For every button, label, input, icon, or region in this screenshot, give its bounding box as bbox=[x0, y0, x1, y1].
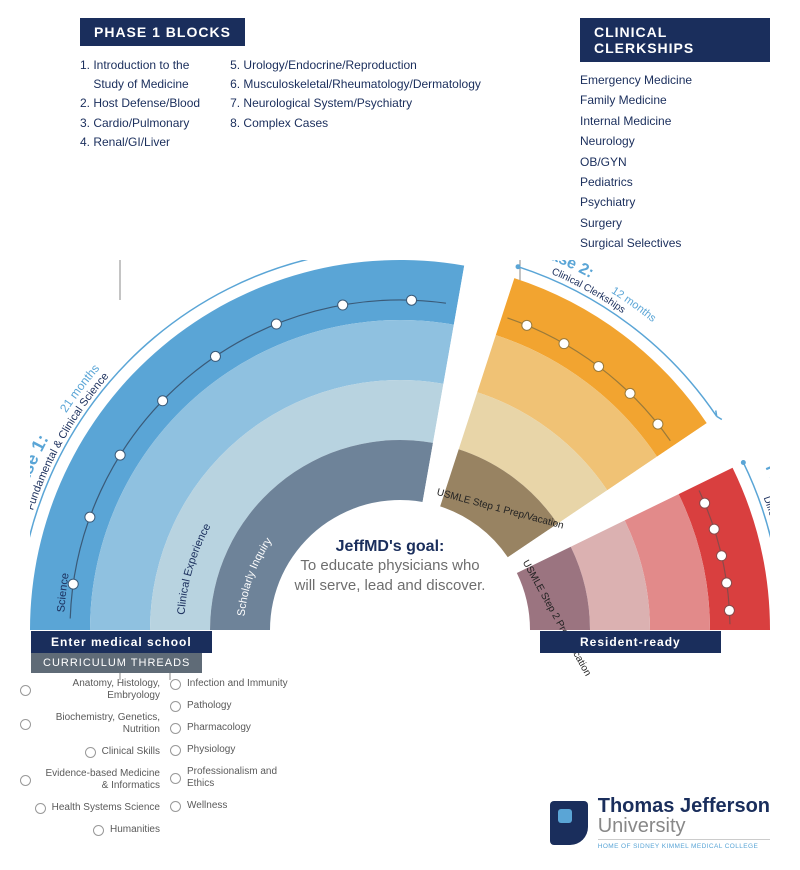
circle-icon bbox=[170, 679, 181, 690]
threads-header: CURRICULUM THREADS bbox=[31, 653, 202, 673]
clerkship-item: Pediatrics bbox=[580, 172, 770, 192]
block-item: 6. Musculoskeletal/Rheumatology/Dermatol… bbox=[230, 75, 481, 94]
thread-item: Physiology bbox=[170, 744, 290, 756]
resident-label: Resident-ready bbox=[540, 631, 721, 653]
thread-item: Infection and Immunity bbox=[170, 678, 290, 690]
circle-icon bbox=[85, 747, 96, 758]
phase1-blocks-left: 1. Introduction to the Study of Medicine… bbox=[80, 56, 200, 152]
thread-item: Pathology bbox=[170, 700, 290, 712]
clerkship-item: OB/GYN bbox=[580, 152, 770, 172]
thread-item: Pharmacology bbox=[170, 722, 290, 734]
circle-icon bbox=[170, 701, 181, 712]
block-item: 3. Cardio/Pulmonary bbox=[80, 114, 200, 133]
clerkship-item: Internal Medicine bbox=[580, 111, 770, 131]
block-item: 7. Neurological System/Psychiatry bbox=[230, 94, 481, 113]
thread-item: Humanities bbox=[93, 824, 160, 836]
circle-icon bbox=[170, 723, 181, 734]
block-item: 8. Complex Cases bbox=[230, 114, 481, 133]
thread-item: Biochemistry, Genetics, Nutrition bbox=[20, 712, 160, 736]
clerkship-item: Neurology bbox=[580, 131, 770, 151]
threads-section: Anatomy, Histology, Embryology Biochemist… bbox=[20, 678, 300, 836]
goal-body: To educate physicians who will serve, le… bbox=[290, 556, 490, 595]
clerkship-item: Emergency Medicine bbox=[580, 70, 770, 90]
circle-icon bbox=[170, 745, 181, 756]
circle-icon bbox=[170, 773, 181, 784]
circle-icon bbox=[20, 685, 31, 696]
logo-mark-icon bbox=[550, 801, 588, 845]
clerkship-item: Surgical Selectives bbox=[580, 233, 770, 253]
clerkships-box: CLINICAL CLERKSHIPS Emergency MedicineFa… bbox=[580, 18, 770, 254]
thread-item: Professionalism and Ethics bbox=[170, 766, 290, 790]
svg-text:Differentiation: Differentiation bbox=[761, 495, 770, 558]
thread-item: Evidence-based Medicine & Informatics bbox=[20, 768, 160, 792]
logo-line3: HOME OF SIDNEY KIMMEL MEDICAL COLLEGE bbox=[598, 839, 770, 850]
clerkship-item: Family Medicine bbox=[580, 90, 770, 110]
clerkship-item: Psychiatry bbox=[580, 192, 770, 212]
block-item: 4. Renal/GI/Liver bbox=[80, 133, 200, 152]
phase1-blocks-box: PHASE 1 BLOCKS 1. Introduction to the St… bbox=[80, 18, 540, 254]
clerkships-header: CLINICAL CLERKSHIPS bbox=[580, 18, 770, 62]
phase1-blocks-right: 5. Urology/Endocrine/Reproduction6. Musc… bbox=[230, 56, 481, 152]
circle-icon bbox=[170, 801, 181, 812]
center-goal: JeffMD's goal: To educate physicians who… bbox=[290, 538, 490, 595]
circle-icon bbox=[20, 775, 31, 786]
enter-label: Enter medical school bbox=[31, 631, 212, 653]
footer-right: Resident-ready bbox=[540, 631, 721, 653]
thread-item: Wellness bbox=[170, 800, 290, 812]
circle-icon bbox=[93, 825, 104, 836]
thread-item: Clinical Skills bbox=[85, 746, 160, 758]
clerkships-list: Emergency MedicineFamily MedicineInterna… bbox=[580, 70, 770, 254]
footer-left: Enter medical school CURRICULUM THREADS bbox=[31, 631, 212, 673]
clerkship-item: Surgery bbox=[580, 213, 770, 233]
block-item: 2. Host Defense/Blood bbox=[80, 94, 200, 113]
thread-item: Anatomy, Histology, Embryology bbox=[20, 678, 160, 702]
circle-icon bbox=[20, 719, 31, 730]
tju-logo: Thomas Jefferson University HOME OF SIDN… bbox=[550, 796, 770, 850]
circle-icon bbox=[35, 803, 46, 814]
thread-item: Health Systems Science bbox=[35, 802, 160, 814]
block-item: 1. Introduction to the Study of Medicine bbox=[80, 56, 200, 94]
logo-line1: Thomas Jefferson bbox=[598, 796, 770, 816]
block-item: 5. Urology/Endocrine/Reproduction bbox=[230, 56, 481, 75]
top-section: PHASE 1 BLOCKS 1. Introduction to the St… bbox=[80, 18, 770, 254]
logo-line2: University bbox=[598, 816, 770, 836]
goal-title: JeffMD's goal: bbox=[290, 538, 490, 556]
phase1-blocks-header: PHASE 1 BLOCKS bbox=[80, 18, 245, 46]
